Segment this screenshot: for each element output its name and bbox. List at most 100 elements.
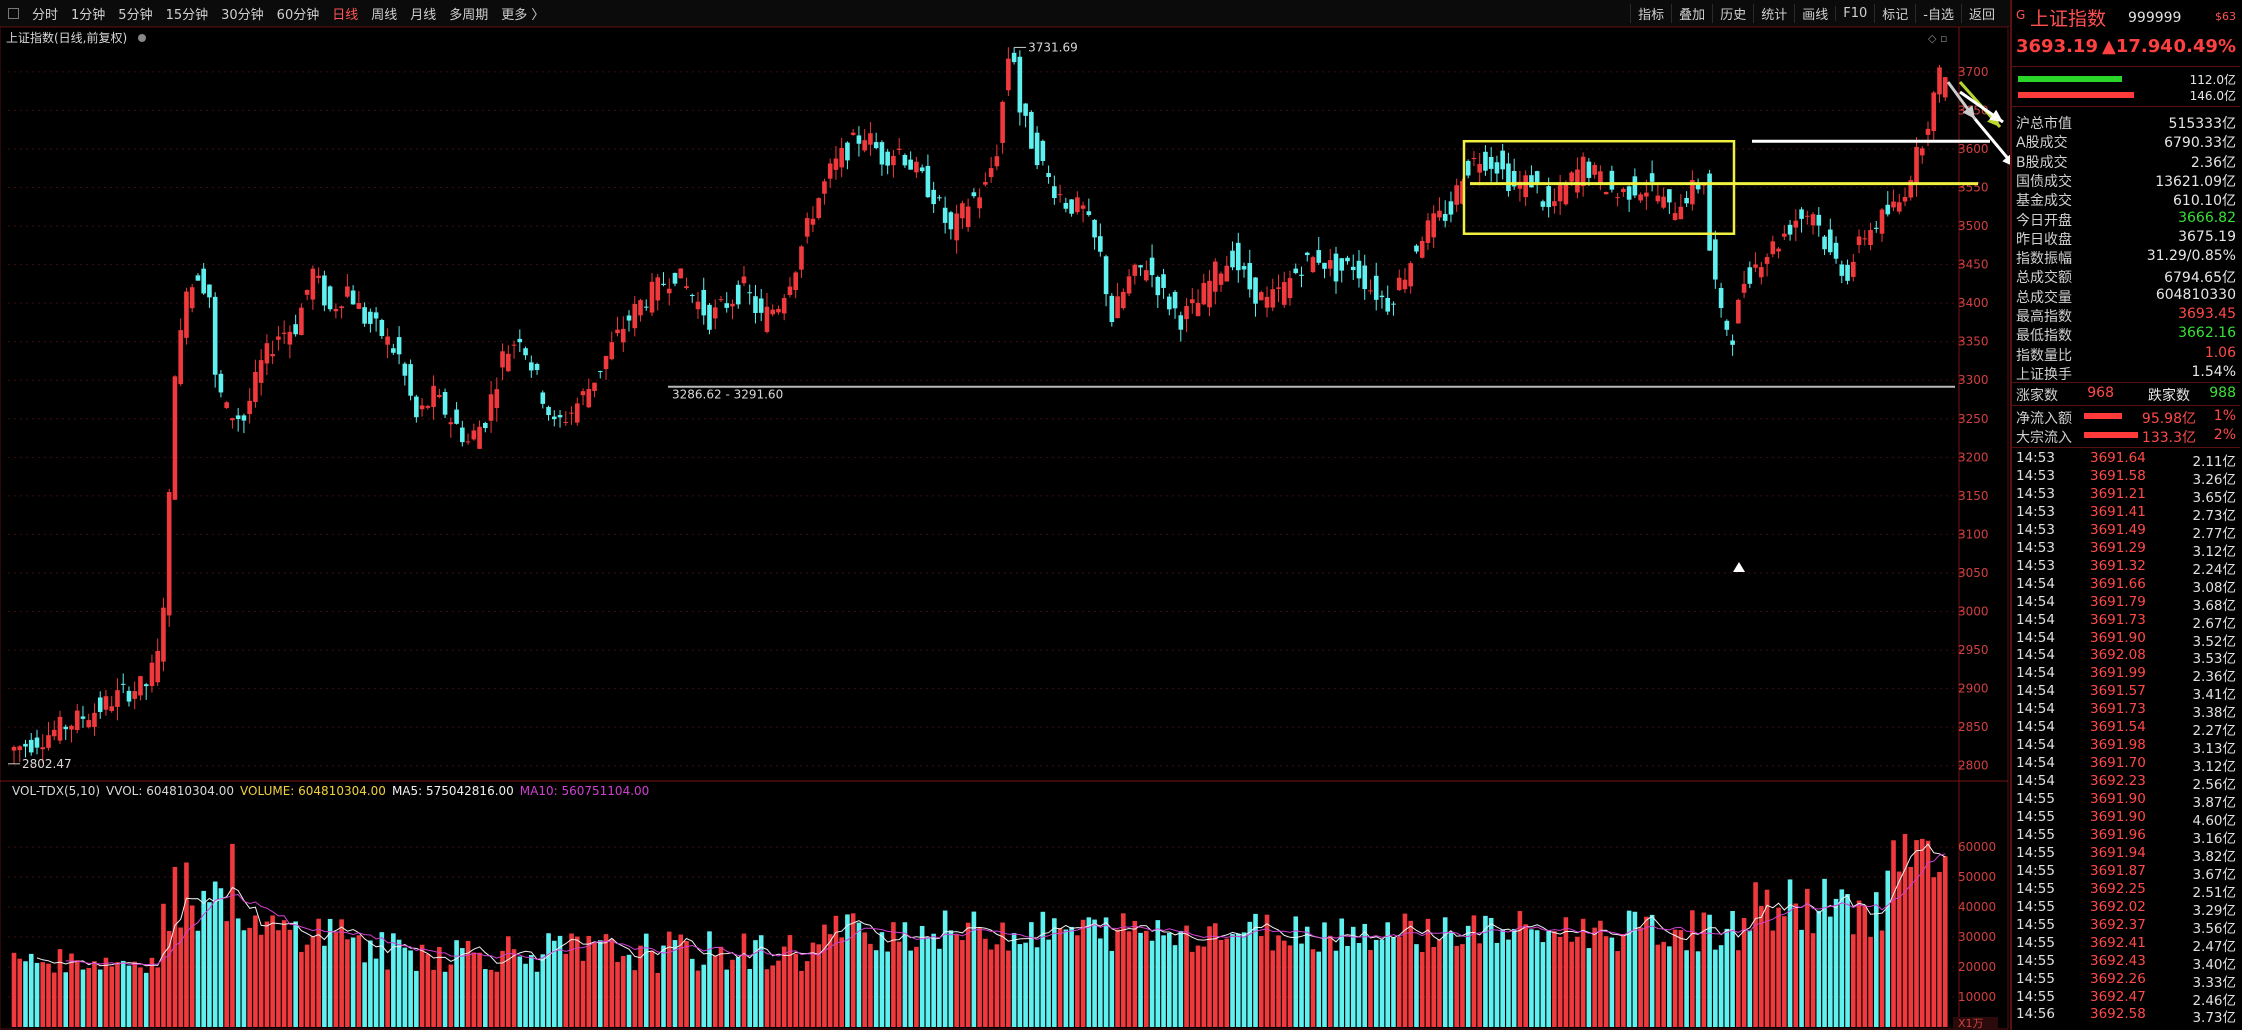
volume-bar[interactable] (1626, 910, 1632, 1027)
volume-bar[interactable] (672, 940, 678, 1027)
candle[interactable] (1609, 170, 1615, 190)
candle[interactable] (1787, 224, 1793, 235)
candle[interactable] (178, 330, 183, 385)
candle[interactable] (1793, 220, 1799, 228)
candle[interactable] (1477, 164, 1482, 173)
volume-bar[interactable] (1396, 937, 1402, 1027)
candle[interactable] (1931, 92, 1937, 132)
candle[interactable] (885, 151, 890, 166)
volume-bar[interactable] (1040, 911, 1046, 1027)
candle[interactable] (942, 207, 948, 223)
volume-bar[interactable] (218, 888, 224, 1027)
candle[interactable] (1103, 256, 1109, 295)
candle[interactable] (1000, 101, 1005, 143)
candle[interactable] (1575, 169, 1580, 193)
candle[interactable] (937, 197, 942, 199)
candle[interactable] (1942, 77, 1948, 98)
volume-bar[interactable] (1822, 878, 1827, 1027)
volume-bar[interactable] (1350, 926, 1356, 1027)
candle[interactable] (408, 364, 413, 396)
candle[interactable] (1517, 181, 1523, 189)
candle[interactable] (1425, 220, 1431, 243)
volume-bar[interactable] (764, 969, 770, 1027)
candle[interactable] (235, 415, 241, 420)
tick-list[interactable]: 14:53 3691.64 2.11亿 14:53 3691.58 3.26亿 14:53 3… (2012, 449, 2240, 1030)
candle[interactable] (465, 441, 471, 443)
candle[interactable] (23, 743, 28, 747)
volume-bar[interactable] (839, 937, 844, 1027)
candle[interactable] (1506, 163, 1511, 191)
volume-bar[interactable] (1753, 882, 1758, 1027)
candle[interactable] (1264, 296, 1270, 308)
candle[interactable] (57, 716, 63, 741)
candle[interactable] (109, 706, 115, 711)
candle[interactable] (1638, 194, 1643, 201)
candle[interactable] (63, 726, 69, 730)
volume-bar[interactable] (891, 922, 896, 1027)
volume-bar[interactable] (868, 943, 873, 1027)
volume-bar[interactable] (270, 915, 275, 1027)
volume-bar[interactable] (1103, 917, 1109, 1027)
candle[interactable] (1138, 265, 1143, 268)
volume-bar[interactable] (1540, 942, 1546, 1027)
volume-bar[interactable] (1368, 950, 1373, 1027)
volume-bar[interactable] (1782, 916, 1787, 1027)
volume-bar[interactable] (1373, 939, 1379, 1027)
candle[interactable] (971, 192, 977, 197)
candle[interactable] (1189, 299, 1195, 304)
candle[interactable] (1598, 171, 1603, 185)
candle[interactable] (379, 319, 385, 337)
candle[interactable] (1615, 197, 1620, 199)
volume-bar[interactable] (1402, 913, 1408, 1027)
candle[interactable] (603, 355, 609, 370)
candle[interactable] (419, 405, 425, 410)
candle[interactable] (1667, 189, 1672, 203)
candle[interactable] (1753, 264, 1758, 268)
volume-bar[interactable] (960, 940, 965, 1027)
candle[interactable] (258, 360, 264, 383)
volume-bar[interactable] (109, 966, 115, 1027)
candle[interactable] (1908, 180, 1914, 198)
period-tab[interactable]: 15分钟 (165, 7, 209, 23)
candle[interactable] (1460, 181, 1465, 204)
volume-bar[interactable] (1138, 932, 1143, 1027)
volume-bar[interactable] (28, 953, 34, 1027)
volume-bar[interactable] (1827, 916, 1833, 1027)
candle[interactable] (511, 344, 517, 346)
candle[interactable] (1017, 56, 1023, 113)
candle[interactable] (333, 308, 339, 312)
candle[interactable] (1201, 282, 1207, 305)
candle[interactable] (253, 372, 258, 403)
candle[interactable] (517, 338, 523, 343)
candle[interactable] (120, 683, 126, 685)
volume-bar[interactable] (885, 951, 890, 1027)
candle[interactable] (925, 165, 931, 198)
candle[interactable] (218, 373, 224, 393)
volume-bar[interactable] (1167, 932, 1172, 1027)
volume-bar[interactable] (425, 953, 431, 1027)
candle[interactable] (868, 133, 873, 145)
volume-bar[interactable] (540, 954, 546, 1027)
volume-bar[interactable] (753, 940, 758, 1027)
volume-bar[interactable] (379, 932, 385, 1027)
volume-bar[interactable] (1552, 931, 1557, 1027)
volume-bar[interactable] (1477, 943, 1482, 1027)
candle[interactable] (1212, 261, 1218, 292)
candle[interactable] (1270, 289, 1276, 308)
volume-bar[interactable] (74, 960, 80, 1027)
volume-bar[interactable] (1057, 928, 1063, 1027)
candle[interactable] (1391, 303, 1396, 305)
candle[interactable] (460, 427, 465, 443)
period-tab[interactable]: 多周期 (449, 7, 489, 23)
volume-bar[interactable] (1006, 950, 1011, 1027)
consolidation-box[interactable] (1462, 139, 1736, 235)
volume-bar[interactable] (414, 970, 419, 1027)
volume-bar[interactable] (563, 953, 569, 1027)
volume-bar[interactable] (523, 963, 528, 1027)
candle[interactable] (724, 303, 730, 308)
candle[interactable] (1747, 267, 1753, 284)
volume-bar[interactable] (442, 971, 448, 1027)
volume-bar[interactable] (1069, 926, 1074, 1027)
candle[interactable] (1126, 276, 1132, 294)
volume-bar[interactable] (23, 961, 28, 1027)
